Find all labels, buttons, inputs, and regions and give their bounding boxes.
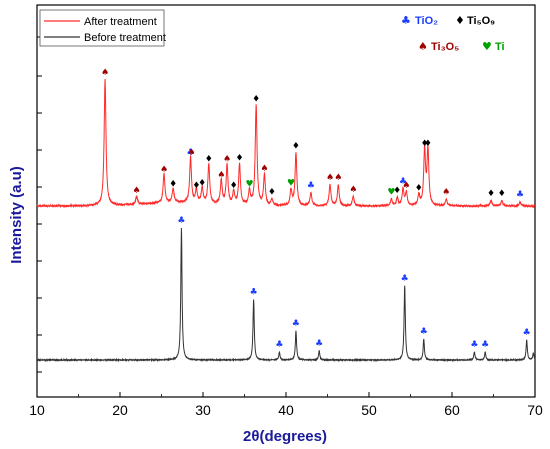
peak-marker-after: ♦ [498,189,506,199]
series-legend: After treatment Before treatment [39,9,166,47]
peak-marker-before: ♣ [481,340,489,350]
phase-legend-label-ti: Ti [495,41,505,53]
x-tick-label: 30 [195,402,211,418]
peak-marker-after: ♣ [399,177,407,187]
peak-marker-before: ♣ [292,319,300,329]
peak-marker-after: ♦ [421,139,429,149]
peak-marker-after: ♠ [402,181,410,191]
peak-marker-before: ♣ [315,339,323,349]
phase-legend-label-tio2: TiO₂ [415,15,438,27]
legend-label-before: Before treatment [84,32,166,44]
x-tick-label: 20 [112,402,128,418]
phase-legend-symbol-ti: ♥ [482,40,492,53]
peak-marker-after: ♥ [245,180,253,190]
legend-label-after: After treatment [84,16,157,28]
peak-marker-after: ♠ [187,148,195,158]
peak-marker-before: ♣ [250,287,258,297]
peak-marker-before: ♣ [401,274,409,284]
peak-marker-after: ♠ [223,155,231,165]
peak-marker-after: ♦ [235,153,243,163]
peak-marker-after: ♦ [192,181,200,191]
peak-marker-before: ♣ [420,327,428,337]
peak-marker-after: ♦ [205,155,213,165]
peak-marker-after: ♣ [516,190,524,200]
peak-markers: ♠♠♠♦♣♠♦♦♦♠♠♦♦♥♦♠♦♥♦♣♠ ♠♠ ♥♦♣♠ ♦♦♦♠ ♦ ♦ ♣♣♣♣♣♣♣… [101,68,531,350]
peak-marker-after: ♠ [260,164,268,174]
peak-marker-after: ♠ [326,173,334,183]
axis-ticks: 10 20 30 40 50 60 70 [29,36,543,418]
peak-marker-after: ♥ [387,187,395,197]
peak-marker-before: ♣ [177,216,185,226]
phase-legend: ♣ TiO₂ ♦ Ti₅O₉ ♠ Ti₃O₅ ♥ Ti [401,14,505,53]
peak-marker-after: ♥ [287,178,295,188]
peak-marker-after: ♠ [217,170,225,180]
peak-marker-after: ♦ [268,187,276,197]
peak-marker-after: ♠ [133,186,141,196]
peak-marker-after: ♦ [415,184,423,194]
phase-legend-label-ti5o9: Ti₅O₉ [467,15,495,27]
peak-marker-after: ♠ [442,187,450,197]
y-axis-title: Intensity (a.u) [8,166,25,264]
peak-marker-after: ♦ [292,142,300,152]
peak-marker-before: ♣ [275,340,283,350]
peak-marker-after: ♦ [487,189,495,199]
phase-legend-label-ti3o5: Ti₃O₅ [431,41,459,53]
peak-marker-after: ♠ [334,173,342,183]
phase-legend-symbol-ti5o9: ♦ [455,14,465,27]
peak-marker-after: ♠ [101,68,109,78]
peak-marker-after: ♦ [393,186,401,196]
phase-legend-symbol-tio2: ♣ [401,14,411,27]
x-tick-label: 50 [361,402,377,418]
peak-marker-after: ♠ [160,165,168,175]
x-axis-title: 2θ(degrees) [243,428,327,445]
x-tick-label: 10 [29,402,45,418]
series-layer [36,78,536,363]
peak-marker-after: ♦ [230,181,238,191]
legend-box [39,9,165,47]
x-tick-label: 40 [278,402,294,418]
series-before-treatment [37,227,536,363]
series-after-treatment [36,78,536,209]
x-tick-label: 60 [444,402,460,418]
peak-marker-after: ♣ [307,181,315,191]
peak-marker-after: ♦ [424,139,432,149]
peak-marker-after: ♦ [252,94,260,104]
peak-marker-after: ♣ [187,148,195,158]
peak-marker-before: ♣ [523,328,531,338]
peak-marker-after: ♦ [169,180,177,190]
x-tick-label: 70 [527,402,543,418]
peak-marker-after: ♦ [198,178,206,188]
phase-legend-symbol-ti3o5: ♠ [418,40,428,53]
peak-marker-after: ♠ [349,185,357,195]
peak-marker-before: ♣ [470,340,478,350]
